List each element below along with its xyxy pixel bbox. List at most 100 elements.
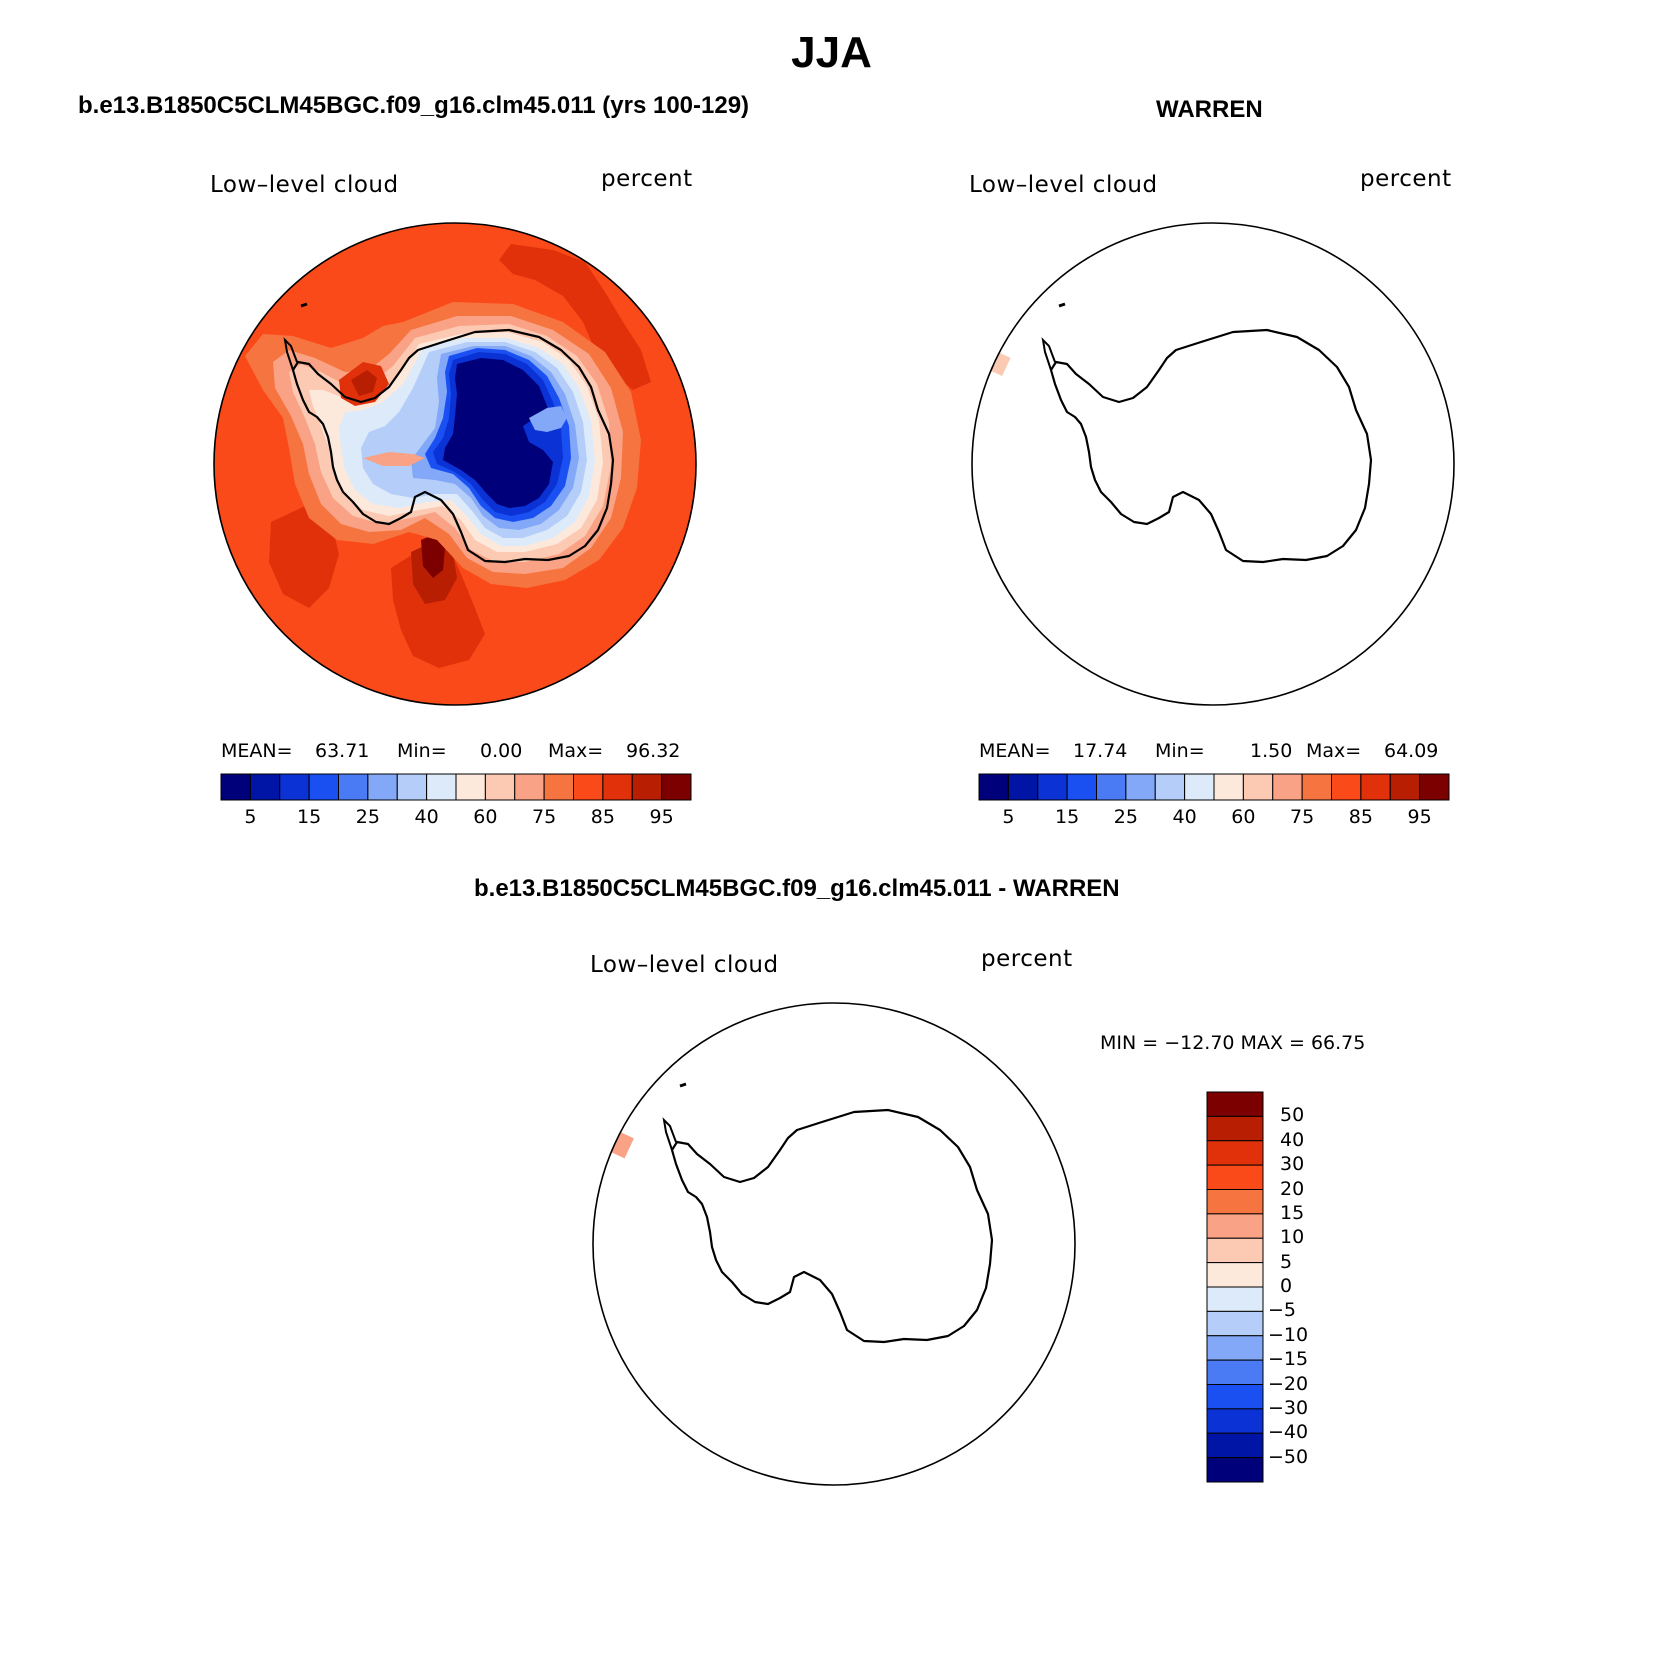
- panel1-min-value: 0.00: [480, 740, 523, 762]
- cbar3-tick-label: 0: [1280, 1275, 1293, 1297]
- cbar2-swatch-3: [1066, 773, 1097, 801]
- cbar3-tick-label: 15: [1280, 1201, 1305, 1224]
- cbar3-swatch-7: [1206, 1262, 1264, 1288]
- colorbar-diff-labels: 50 40 30 20 15 10 5 0 −5 −10 −15 −20 −30 −40 −50: [1268, 1092, 1348, 1482]
- map1-east-dip: [529, 406, 567, 432]
- figure-title: JJA: [791, 28, 872, 77]
- cbar3-swatch-1: [1206, 1115, 1264, 1142]
- cbar2-swatch-0: [978, 773, 1009, 801]
- cbar3-tick-label: −5: [1268, 1299, 1297, 1322]
- colorbar-panel2-labels: 5 15 25 40 60 75 85 95: [979, 806, 1449, 832]
- cbar2-tick-label: 95: [1407, 806, 1432, 828]
- colorbar-panel1-labels: 5 15 25 40 60 75 85 95: [221, 806, 691, 832]
- cbar1-tick-label: 5: [244, 806, 257, 828]
- map1-high-ne: [499, 244, 651, 390]
- panel3-variable-label: Low–level cloud: [590, 952, 779, 978]
- panel2-mean-label: MEAN=: [979, 740, 1051, 762]
- panel1-mean-label: MEAN=: [221, 740, 293, 762]
- panel3-minmax: MIN = −12.70 MAX = 66.75: [1100, 1032, 1366, 1054]
- map1-peak-s: [421, 534, 445, 578]
- cbar1-tick-label: 40: [414, 806, 439, 828]
- panel1-max-label: Max=: [548, 740, 604, 762]
- cbar2-tick-label: 5: [1002, 806, 1015, 828]
- cbar2-swatch-11: [1301, 773, 1332, 801]
- cbar2-swatch-12: [1331, 773, 1362, 801]
- colorbar-panel2: [978, 773, 1450, 801]
- cbar3-swatch-14: [1206, 1432, 1264, 1459]
- cbar3-tick-label: −20: [1268, 1372, 1309, 1395]
- cbar3-swatch-13: [1206, 1408, 1264, 1434]
- map2-boundary: [971, 222, 1455, 706]
- panel2-title: WARREN: [1156, 96, 1263, 123]
- cbar1-tick-label: 85: [590, 806, 615, 828]
- map1-high-sw: [269, 506, 339, 608]
- cbar1-tick-label: 15: [297, 806, 322, 828]
- cbar3-swatch-3: [1206, 1164, 1264, 1190]
- panel3-title: b.e13.B1850C5CLM45BGC.f09_g16.clm45.011 …: [474, 875, 1120, 902]
- cbar3-tick-label: 30: [1280, 1153, 1305, 1176]
- panel2-units-label: percent: [1360, 166, 1452, 192]
- cbar1-swatch-11: [543, 773, 574, 801]
- cbar3-tick-label: 50: [1280, 1104, 1305, 1127]
- cbar1-swatch-6: [396, 773, 428, 801]
- cbar2-swatch-9: [1242, 773, 1274, 801]
- cbar2-tick-label: 60: [1231, 806, 1256, 828]
- cbar2-tick-label: 75: [1290, 806, 1315, 828]
- map1-shelf-red: [363, 452, 425, 466]
- cbar3-swatch-11: [1206, 1359, 1264, 1385]
- panel1-max-value: 96.32: [626, 740, 681, 762]
- cbar2-swatch-4: [1096, 773, 1127, 801]
- cbar1-swatch-13: [602, 773, 633, 801]
- cbar1-swatch-7: [426, 773, 457, 801]
- cbar1-swatch-5: [367, 773, 398, 801]
- cbar1-swatch-4: [338, 773, 369, 801]
- cbar2-tick-label: 85: [1348, 806, 1373, 828]
- map2-peninsula-tip: [1041, 337, 1056, 371]
- map3-diff-patch: [610, 1131, 634, 1159]
- panel3-units-label: percent: [981, 946, 1073, 972]
- cbar3-swatch-5: [1206, 1213, 1264, 1239]
- map3-boundary: [592, 1002, 1076, 1486]
- cbar2-swatch-5: [1125, 773, 1156, 801]
- cbar1-tick-label: 25: [355, 806, 380, 828]
- cbar3-tick-label: −30: [1268, 1396, 1309, 1419]
- cbar3-tick-label: −40: [1268, 1421, 1309, 1444]
- cbar1-swatch-12: [573, 773, 604, 801]
- cbar3-tick-label: 10: [1280, 1226, 1305, 1249]
- map-panel2: [971, 222, 1455, 706]
- cbar3-tick-label: 40: [1280, 1128, 1305, 1151]
- cbar1-swatch-9: [484, 773, 516, 801]
- panel1-variable-label: Low–level cloud: [210, 172, 399, 198]
- cbar3-tick-label: −10: [1268, 1323, 1309, 1346]
- cbar1-tick-label: 60: [473, 806, 498, 828]
- cbar2-swatch-1: [1007, 773, 1039, 801]
- map1-peninsula-tip: [283, 337, 298, 371]
- panel2-max-label: Max=: [1306, 740, 1362, 762]
- cbar3-swatch-10: [1206, 1335, 1264, 1361]
- map2-obs-patch: [989, 351, 1011, 377]
- cbar3-tick-label: 5: [1280, 1250, 1293, 1273]
- cbar1-tick-label: 75: [532, 806, 557, 828]
- cbar3-swatch-0: [1206, 1091, 1264, 1117]
- cbar1-swatch-2: [279, 773, 310, 801]
- cbar3-tick-label: −15: [1268, 1348, 1309, 1371]
- map1-plateau: [443, 358, 553, 508]
- cbar2-swatch-6: [1154, 773, 1186, 801]
- map-panel1: [213, 222, 697, 706]
- map1-island: [300, 302, 308, 308]
- cbar2-swatch-2: [1037, 773, 1068, 801]
- cbar1-swatch-10: [514, 773, 545, 801]
- cbar1-swatch-15: [661, 773, 692, 801]
- panel2-max-value: 64.09: [1384, 740, 1439, 762]
- cbar3-tick-label: −50: [1268, 1445, 1309, 1468]
- map2-island: [1058, 302, 1066, 308]
- cbar1-swatch-3: [308, 773, 339, 801]
- colorbar-panel1: [220, 773, 692, 801]
- cbar2-swatch-10: [1272, 773, 1303, 801]
- map3-island: [679, 1082, 687, 1088]
- map3-peninsula-tip: [662, 1117, 677, 1151]
- panel2-variable-label: Low–level cloud: [969, 172, 1158, 198]
- cbar3-swatch-12: [1206, 1384, 1264, 1410]
- cbar3-swatch-9: [1206, 1310, 1264, 1337]
- cbar2-tick-label: 40: [1172, 806, 1197, 828]
